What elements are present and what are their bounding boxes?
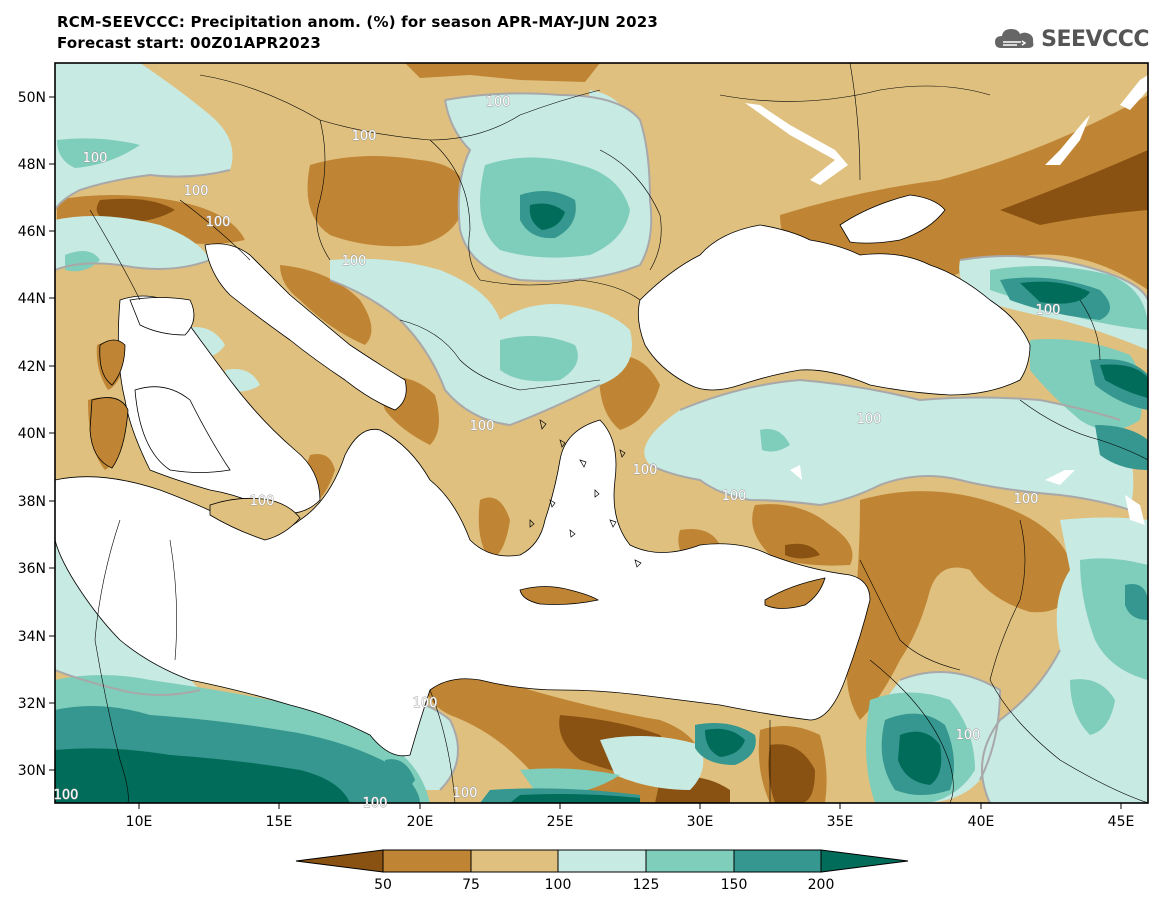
contour-label: 100 — [857, 412, 882, 427]
lon-label: 15E — [266, 814, 293, 830]
lon-labels: 10E 15E 20E 25E 30E 35E 40E 45E — [126, 814, 1135, 830]
contour-label: 100 — [956, 728, 981, 743]
lat-label: 40N — [18, 426, 46, 442]
contour-label: 100 — [633, 463, 658, 478]
lon-label: 40E — [968, 814, 995, 830]
lat-labels: 50N 48N 46N 44N 42N 40N 38N 36N 34N 32N … — [18, 90, 46, 779]
lat-label: 48N — [18, 157, 46, 173]
lon-label: 35E — [827, 814, 854, 830]
map-title: RCM-SEEVCCC: Precipitation anom. (%) for… — [57, 13, 659, 31]
map-area — [55, 63, 1148, 803]
lat-label: 36N — [18, 561, 46, 577]
contour-label: 100 — [342, 254, 367, 269]
contour-100 — [55, 92, 1148, 803]
colorbar-lt50 — [295, 849, 384, 873]
contour-label: 100 — [486, 95, 511, 110]
country-borders — [89, 63, 1148, 803]
seas — [55, 194, 1031, 757]
aegean-islands — [529, 419, 642, 568]
lat-label: 50N — [18, 90, 46, 106]
contour-label: 100 — [352, 129, 377, 144]
lat-label: 38N — [18, 494, 46, 510]
islands — [89, 339, 826, 609]
contour-label: 100 — [206, 215, 231, 230]
contour-label: 100 — [54, 788, 79, 803]
contour-label: 100 — [413, 696, 438, 711]
colorbar: 50 75 100 125 150 200 — [295, 849, 909, 893]
colorbar-75-100 — [470, 849, 559, 873]
contour-label: 100 — [1036, 303, 1061, 318]
missing-data-patches — [745, 75, 1148, 525]
lon-label: 10E — [126, 814, 153, 830]
contour-label: 100 — [722, 489, 747, 504]
lon-label: 30E — [687, 814, 714, 830]
cloud-icon — [995, 29, 1034, 48]
contour-labels: 100 100 100 100 100 100 100 100 100 100 … — [53, 95, 1061, 812]
colorbar-100-125 — [557, 849, 647, 873]
seevccc-logo: SEEVCCC — [993, 24, 1149, 54]
contour-label: 100 — [363, 796, 388, 811]
contour-label: 100 — [83, 151, 108, 166]
lat-label: 46N — [18, 224, 46, 240]
contour-label: 100 — [453, 786, 478, 801]
logo-text: SEEVCCC — [1041, 26, 1149, 52]
colorbar-tick-label: 150 — [721, 877, 748, 893]
colorbar-tick-label: 50 — [374, 877, 392, 893]
lat-label: 42N — [18, 359, 46, 375]
lat-label: 30N — [18, 763, 46, 779]
colorbar-150-200 — [733, 849, 822, 873]
lat-ticks — [49, 96, 55, 771]
lat-label: 32N — [18, 696, 46, 712]
contour-label: 100 — [184, 184, 209, 199]
colorbar-50-75 — [382, 849, 472, 873]
lon-label: 45E — [1108, 814, 1135, 830]
anomaly-lt50 — [96, 150, 1148, 803]
colorbar-gt200 — [820, 849, 909, 873]
colorbar-tick-label: 200 — [808, 877, 835, 893]
anomaly-gt200 — [55, 203, 1148, 803]
forecast-start: Forecast start: 00Z01APR2023 — [57, 34, 321, 52]
lat-label: 44N — [18, 291, 46, 307]
lon-label: 25E — [547, 814, 574, 830]
colorbar-tick-label: 100 — [545, 877, 572, 893]
colorbar-tick-label: 125 — [633, 877, 660, 893]
colorbar-125-150 — [645, 849, 735, 873]
contour-label: 100 — [1014, 492, 1039, 507]
lon-label: 20E — [407, 814, 434, 830]
lon-ticks — [138, 803, 1122, 809]
colorbar-tick-label: 75 — [462, 877, 480, 893]
lat-label: 34N — [18, 629, 46, 645]
contour-label: 100 — [250, 494, 275, 509]
contour-label: 100 — [470, 419, 495, 434]
